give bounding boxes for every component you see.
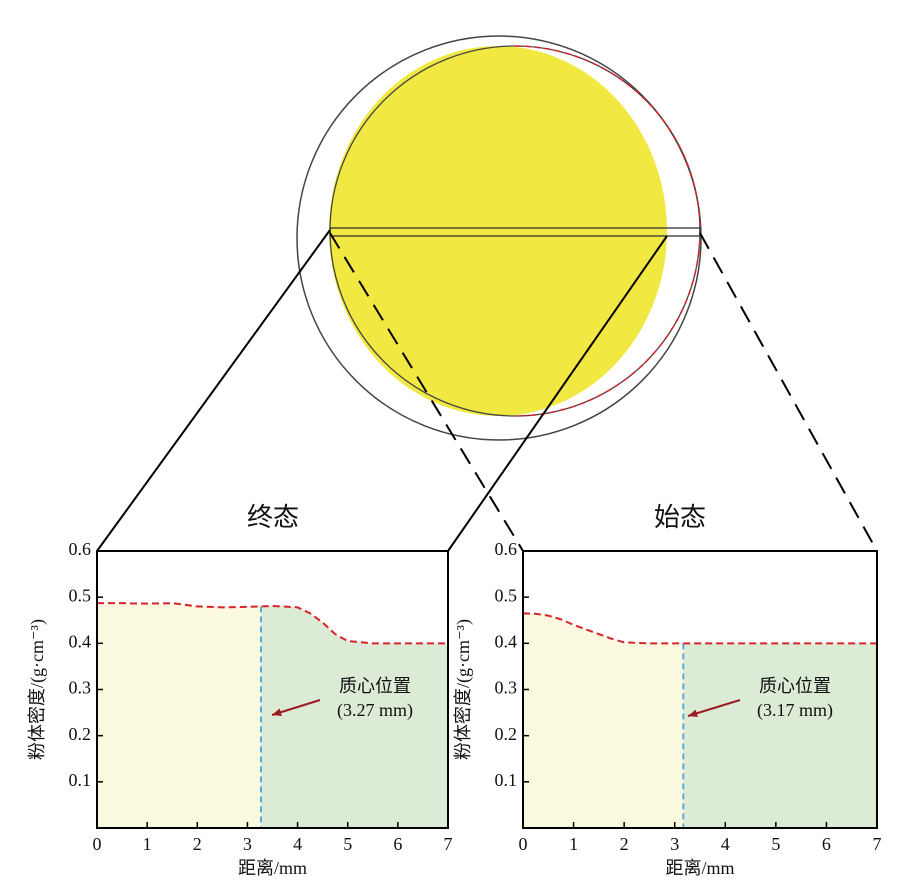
x-tick-label: 0 [519, 834, 528, 854]
x-tick-label: 1 [143, 834, 152, 854]
powder-body [329, 46, 667, 416]
arrow-head [688, 709, 698, 718]
x-tick-label: 2 [193, 834, 202, 854]
crucible-diagram [96, 35, 878, 552]
x-tick-label: 3 [243, 834, 252, 854]
connector-dashed [329, 232, 524, 552]
y-tick-label: 0.3 [69, 678, 92, 698]
region [683, 643, 877, 828]
connector [96, 229, 331, 552]
x-tick-label: 6 [822, 834, 831, 854]
y-tick-label: 0.2 [495, 724, 518, 744]
region [260, 605, 448, 828]
x-tick-label: 3 [670, 834, 679, 854]
y-axis-label: 粉体密度/(g·cm⁻³) [27, 619, 48, 760]
annotation: (3.17 mm) [757, 700, 833, 721]
density-line [97, 602, 448, 645]
x-tick-label: 4 [293, 834, 302, 854]
x-tick-label: 7 [873, 834, 882, 854]
y-tick-label: 0.6 [495, 539, 518, 559]
chart-title: 终态 [247, 503, 299, 532]
y-tick-label: 0.1 [69, 770, 92, 790]
x-tick-label: 4 [721, 834, 730, 854]
y-tick-label: 0.4 [69, 631, 92, 651]
x-tick-label: 7 [444, 834, 453, 854]
x-tick-label: 1 [569, 834, 578, 854]
arrow-head [272, 708, 282, 716]
y-axis-label: 粉体密度/(g·cm⁻³) [453, 619, 474, 760]
x-tick-label: 5 [343, 834, 352, 854]
y-tick-label: 0.1 [495, 770, 518, 790]
sample-line [329, 227, 701, 237]
x-tick-label: 6 [393, 834, 402, 854]
x-axis-label: 距离/mm [238, 858, 307, 878]
x-tick-label: 2 [620, 834, 629, 854]
density-line [522, 612, 877, 645]
annotation: 质心位置 [759, 676, 831, 696]
connector-dashed [699, 232, 878, 552]
region [523, 613, 684, 828]
annotation: (3.27 mm) [337, 700, 413, 721]
y-tick-label: 0.6 [69, 539, 92, 559]
annotation: 质心位置 [339, 676, 411, 696]
y-tick-label: 0.3 [495, 678, 518, 698]
connector [447, 235, 668, 552]
y-tick-label: 0.4 [495, 631, 518, 651]
x-axis-label: 距离/mm [665, 858, 734, 878]
chart-title: 始态 [654, 503, 706, 532]
x-tick-label: 0 [93, 834, 102, 854]
outer-circle [296, 35, 702, 441]
y-tick-label: 0.2 [69, 724, 92, 744]
region [97, 603, 261, 828]
x-tick-label: 5 [771, 834, 780, 854]
y-tick-label: 0.5 [495, 585, 518, 605]
y-tick-label: 0.5 [69, 585, 92, 605]
